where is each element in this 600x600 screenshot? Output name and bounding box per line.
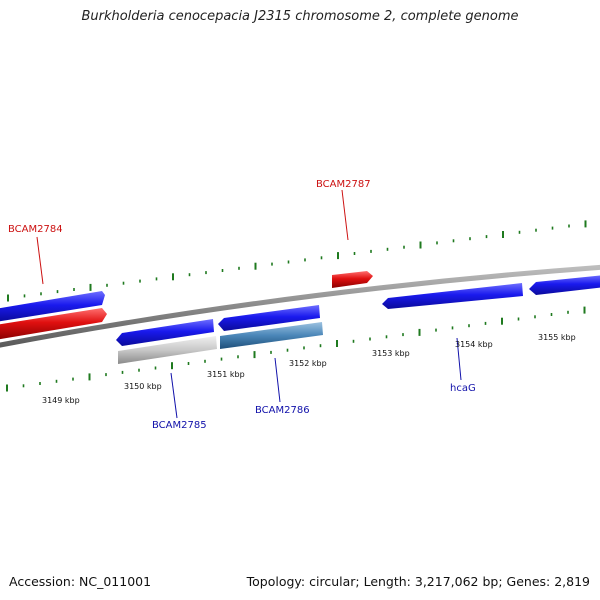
gene-arrow-bcam2785[interactable] (116, 319, 214, 346)
leader-line-bcam2786 (274, 357, 281, 403)
leader-line-bcam2784 (36, 236, 44, 285)
kbp-label-3153: 3153 kbp (372, 349, 410, 358)
kbp-label-3154: 3154 kbp (455, 340, 493, 349)
gene-label-hcaG[interactable]: hcaG (450, 383, 476, 394)
leader-line-bcam2787 (341, 189, 349, 241)
gene-arrow-hcaG[interactable] (382, 283, 523, 309)
outer-tick-track (7, 220, 587, 302)
gene-label-bcam2785[interactable]: BCAM2785 (152, 420, 207, 431)
kbp-label-3150: 3150 kbp (124, 382, 162, 391)
leader-line-bcam2785 (170, 372, 178, 419)
gene-label-bcam2786[interactable]: BCAM2786 (255, 405, 310, 416)
gene-label-bcam2787[interactable]: BCAM2787 (316, 179, 371, 190)
accession-text: Accession: NC_011001 (9, 574, 152, 589)
gene-arrow-bcam2786-upper[interactable] (218, 305, 320, 331)
gene-label-bcam2784[interactable]: BCAM2784 (8, 224, 63, 235)
gene-arrow-bcam2786[interactable] (220, 322, 323, 349)
kbp-label-3152: 3152 kbp (289, 359, 327, 368)
gene-arrow-bcam2785-pseudo[interactable] (118, 336, 217, 364)
inner-tick-track (6, 306, 586, 392)
gene-arrow-bcam2784[interactable] (0, 308, 107, 340)
gene-arrow-right-edge[interactable] (529, 275, 600, 295)
kbp-label-3155: 3155 kbp (538, 333, 576, 342)
kbp-label-3149: 3149 kbp (42, 396, 80, 405)
map-title: Burkholderia cenocepacia J2315 chromosom… (81, 9, 519, 24)
gene-arrow-bcam2787[interactable] (332, 271, 373, 288)
leader-line-hcaG (456, 337, 462, 381)
chromosome-backbone (0, 264, 600, 348)
gene-arrow-bcam2783-fwd[interactable] (0, 291, 105, 322)
kbp-label-3151: 3151 kbp (207, 370, 245, 379)
genome-summary-text: Topology: circular; Length: 3,217,062 bp… (246, 574, 590, 589)
